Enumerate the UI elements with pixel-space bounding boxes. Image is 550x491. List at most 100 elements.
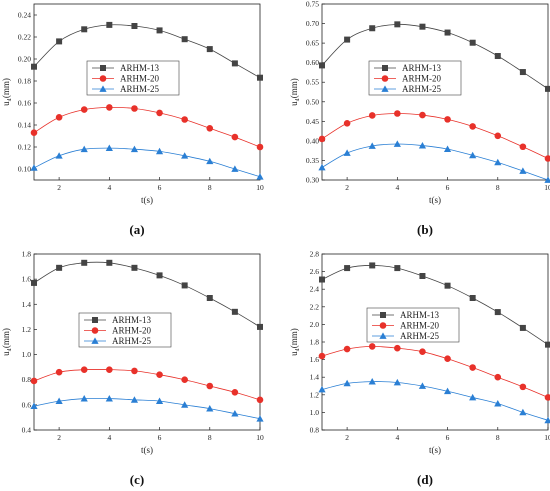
y-tick-label: 0.16 <box>18 99 31 108</box>
data-point-arhm-25 <box>418 382 427 389</box>
plot-frame <box>33 3 261 181</box>
data-point-arhm-20 <box>318 135 326 143</box>
series-line-arhm-25 <box>321 143 549 181</box>
data-point-arhm-25 <box>181 401 189 408</box>
data-point-arhm-25 <box>318 163 326 171</box>
legend-marker <box>100 65 106 71</box>
y-tick-label: 0.22 <box>18 33 31 42</box>
y-tick-label: 0.55 <box>306 78 319 87</box>
y-tick-label: 2.2 <box>310 302 320 311</box>
legend-marker <box>380 312 386 318</box>
data-point-arhm-25 <box>368 142 376 149</box>
x-tick-label: 10 <box>544 183 550 192</box>
data-point-arhm-25 <box>155 147 164 155</box>
data-point-arhm-13 <box>519 324 526 331</box>
data-point-arhm-25 <box>469 393 477 401</box>
data-point-arhm-13 <box>444 282 451 289</box>
x-tick-label: 8 <box>496 183 500 192</box>
data-point-arhm-13 <box>56 264 63 271</box>
data-point-arhm-25 <box>494 400 502 407</box>
data-point-arhm-25 <box>130 145 139 153</box>
x-tick-label: 8 <box>208 183 212 192</box>
data-point-arhm-25 <box>55 152 63 159</box>
x-tick-label: 4 <box>107 183 111 192</box>
x-tick-label: 6 <box>158 183 162 192</box>
data-point-arhm-25 <box>343 379 351 387</box>
y-tick-label: 1.0 <box>310 408 320 417</box>
data-point-arhm-20 <box>30 129 38 136</box>
data-point-arhm-20 <box>206 125 214 132</box>
data-point-arhm-13 <box>231 60 238 67</box>
data-point-arhm-13 <box>494 309 501 316</box>
y-tick-label: 0.70 <box>306 19 319 28</box>
y-tick-label: 1.6 <box>310 355 320 364</box>
data-point-arhm-25 <box>206 157 214 165</box>
data-point-arhm-20 <box>368 343 376 350</box>
data-point-arhm-20 <box>318 352 326 360</box>
y-tick-label: 0.10 <box>18 165 31 174</box>
legend-marker <box>381 75 389 82</box>
data-point-arhm-13 <box>469 295 476 301</box>
data-point-arhm-13 <box>419 273 426 279</box>
series-line-arhm-13 <box>321 23 549 90</box>
data-point-arhm-13 <box>131 23 138 29</box>
series-line-arhm-25 <box>321 381 549 421</box>
data-point-arhm-25 <box>80 394 88 402</box>
data-point-arhm-20 <box>469 364 476 371</box>
data-point-arhm-25 <box>393 378 401 386</box>
data-point-arhm-25 <box>469 151 477 159</box>
panel-label: (d) <box>417 472 433 487</box>
y-tick-label: 1.6 <box>22 275 32 284</box>
data-point-arhm-25 <box>318 385 326 393</box>
data-point-arhm-20 <box>55 114 63 121</box>
x-axis-label: t(s) <box>429 195 441 205</box>
data-point-arhm-13 <box>106 21 113 28</box>
y-tick-label: 0.50 <box>306 97 319 106</box>
data-point-arhm-20 <box>206 382 214 390</box>
data-point-arhm-13 <box>206 46 213 53</box>
data-point-arhm-20 <box>55 368 63 376</box>
y-axis-label: u₄(mm) <box>1 328 11 356</box>
data-point-arhm-25 <box>105 394 113 402</box>
plot-frame <box>33 253 261 431</box>
data-point-arhm-20 <box>231 388 239 396</box>
x-tick-label: 10 <box>256 433 264 442</box>
panel-label: (b) <box>417 222 433 237</box>
data-point-arhm-13 <box>257 74 263 81</box>
data-point-arhm-25 <box>231 165 239 172</box>
legend-label: ARHM-13 <box>112 315 152 325</box>
data-point-arhm-13 <box>257 323 263 330</box>
data-point-arhm-13 <box>369 262 376 269</box>
data-point-arhm-20 <box>368 112 376 119</box>
x-axis-label: t(s) <box>429 445 441 455</box>
x-tick-label: 2 <box>57 433 61 442</box>
data-point-arhm-25 <box>393 140 401 147</box>
x-tick-label: 4 <box>395 433 399 442</box>
y-tick-label: 0.18 <box>18 77 31 86</box>
data-point-arhm-25 <box>519 167 527 174</box>
y-tick-label: 0.60 <box>306 58 319 67</box>
data-point-arhm-25 <box>231 410 239 417</box>
series-line-arhm-25 <box>33 397 261 420</box>
data-point-arhm-20 <box>256 396 264 404</box>
plot-frame <box>321 3 549 181</box>
data-point-arhm-20 <box>544 394 550 401</box>
legend-marker <box>381 85 389 92</box>
x-tick-label: 8 <box>208 433 212 442</box>
data-point-arhm-20 <box>444 355 451 363</box>
y-tick-label: 0.65 <box>306 39 319 48</box>
data-point-arhm-13 <box>206 295 213 301</box>
data-point-arhm-25 <box>80 145 88 153</box>
legend-marker <box>379 322 387 329</box>
x-tick-label: 6 <box>446 433 450 442</box>
data-point-arhm-13 <box>394 21 401 28</box>
data-point-arhm-20 <box>544 155 550 162</box>
x-tick-label: 4 <box>107 433 111 442</box>
data-point-arhm-13 <box>56 38 63 45</box>
data-point-arhm-20 <box>394 110 401 117</box>
data-point-arhm-13 <box>81 259 88 266</box>
data-point-arhm-25 <box>256 415 264 422</box>
data-point-arhm-20 <box>106 366 113 373</box>
legend-marker <box>91 337 99 344</box>
